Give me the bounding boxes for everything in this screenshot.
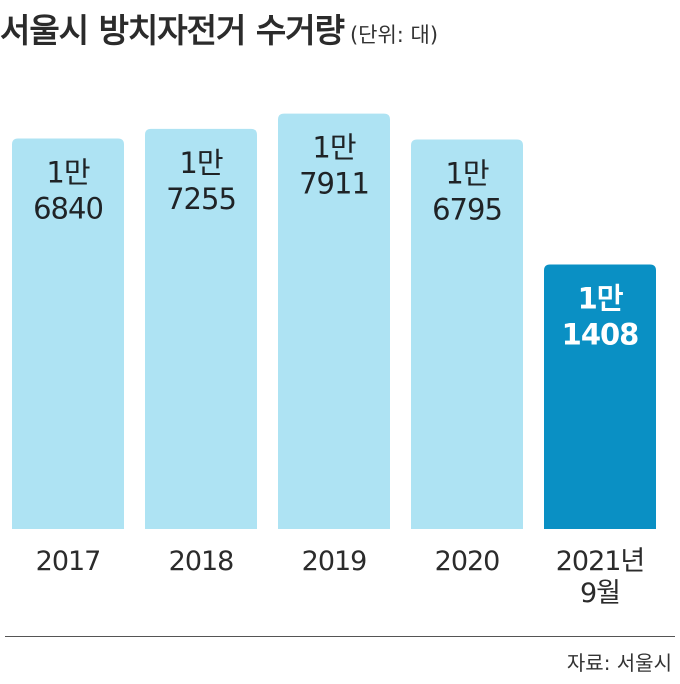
x-tick-label-0-0: 2017 [36,546,101,577]
value-label-3-0: 1만 [445,157,488,191]
bar-0 [12,138,124,529]
bar-chart: 1만684020171만725520181만791120191만67952020… [12,113,656,609]
value-label-4-0: 1만 [578,281,624,315]
value-label-1-1: 7255 [166,182,236,216]
baseline-divider [5,636,675,637]
x-tick-label-2-0: 2019 [302,546,367,577]
value-label-0-1: 6840 [33,191,103,225]
bar-4 [544,264,656,529]
value-label-2-1: 7911 [299,167,369,201]
bar-3 [411,139,523,529]
x-tick-label-1-0: 2018 [169,546,234,577]
bar-1 [145,128,257,529]
value-label-0-0: 1만 [46,155,89,189]
source-note: 자료: 서울시 [566,651,672,675]
x-tick-label-4-1: 9월 [580,578,620,609]
x-tick-label-4-0: 2021년 [556,546,645,577]
value-label-3-1: 6795 [432,193,502,227]
value-label-1-0: 1만 [179,146,222,180]
x-tick-label-3-0: 2020 [435,546,500,577]
chart-title: 서울시 방치자전거 수거량 (단위: 대) [0,4,680,54]
chart-title-text: 서울시 방치자전거 수거량 [0,11,345,50]
bar-2 [278,113,390,529]
value-label-2-0: 1만 [312,131,355,165]
value-label-4-1: 1408 [562,317,639,351]
unit-label: (단위: 대) [349,23,439,47]
